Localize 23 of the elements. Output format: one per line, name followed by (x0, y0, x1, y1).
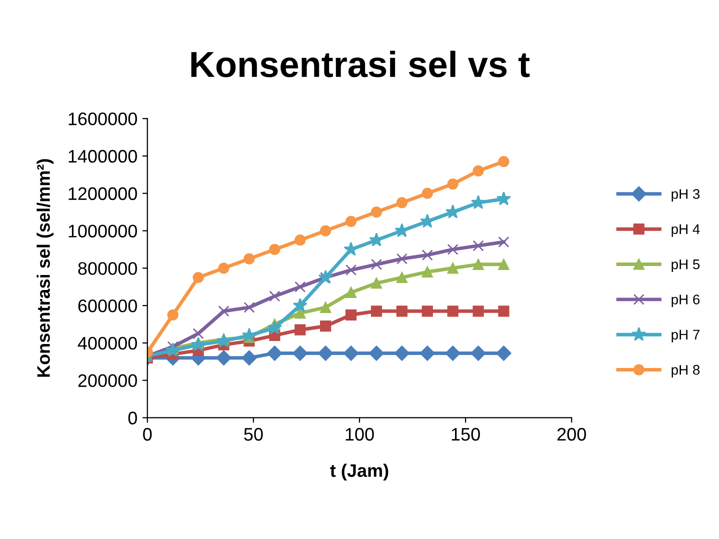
x-tick-label: 50 (244, 428, 263, 441)
y-tick-label: 200000 (78, 374, 137, 388)
x-tick-label: 0 (143, 428, 152, 441)
y-tick-label: 600000 (78, 299, 137, 312)
x-tick-label: 150 (452, 428, 480, 441)
legend-label: pH 7 (672, 330, 700, 342)
x-tick-label: 100 (346, 428, 374, 441)
chart-title: Konsentrasi sel vs t (191, 50, 530, 78)
y-tick-label: 800000 (78, 262, 137, 275)
y-tick-label: 1400000 (68, 150, 137, 163)
y-tick-label: 1200000 (68, 187, 137, 200)
legend-label: pH 6 (672, 294, 700, 308)
x-axis-title: t (Jam) (330, 464, 388, 481)
x-tick-label: 200 (557, 428, 586, 441)
legend-label: pH 4 (672, 224, 700, 237)
y-tick-label: 0 (128, 412, 137, 424)
legend-label: pH 3 (672, 189, 700, 202)
legend-label: pH 8 (672, 364, 700, 378)
y-tick-label: 1000000 (68, 224, 137, 238)
y-axis-title: Konsentrasi sel (sel/mm²) (36, 159, 54, 377)
y-tick-label: 1600000 (68, 112, 137, 126)
y-tick-label: 400000 (78, 336, 137, 350)
legend-label: pH 5 (672, 260, 700, 272)
